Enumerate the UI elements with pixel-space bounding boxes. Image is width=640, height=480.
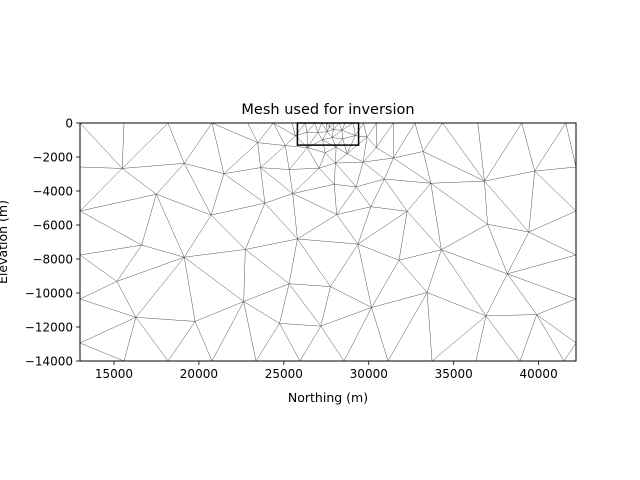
y-tick-label: −10000 <box>25 287 73 301</box>
y-tick-label: −12000 <box>25 321 73 335</box>
triangular-mesh <box>80 123 576 361</box>
x-axis-label: Northing (m) <box>288 390 368 405</box>
y-axis-ticks: 0 −2000 −4000 −6000 −8000 −10000 −12000 −14000 <box>25 117 80 369</box>
chart-title: Mesh used for inversion <box>241 102 414 118</box>
x-tick-label: 35000 <box>435 367 473 381</box>
y-tick-label: −6000 <box>32 219 73 233</box>
x-tick-label: 20000 <box>180 367 218 381</box>
x-axis-ticks: 15000 20000 25000 30000 35000 40000 <box>95 361 558 381</box>
y-tick-label: −8000 <box>32 253 73 267</box>
plot-frame <box>79 122 577 362</box>
y-tick-label: −2000 <box>32 151 73 165</box>
x-tick-label: 30000 <box>350 367 388 381</box>
x-tick-label: 25000 <box>265 367 303 381</box>
x-tick-label: 15000 <box>95 367 133 381</box>
mesh-edges <box>80 123 576 361</box>
y-tick-label: −14000 <box>25 355 73 369</box>
y-tick-label: 0 <box>65 117 73 131</box>
y-tick-label: −4000 <box>32 185 73 199</box>
y-axis-label: Elevation (m) <box>0 200 10 284</box>
x-tick-label: 40000 <box>520 367 558 381</box>
